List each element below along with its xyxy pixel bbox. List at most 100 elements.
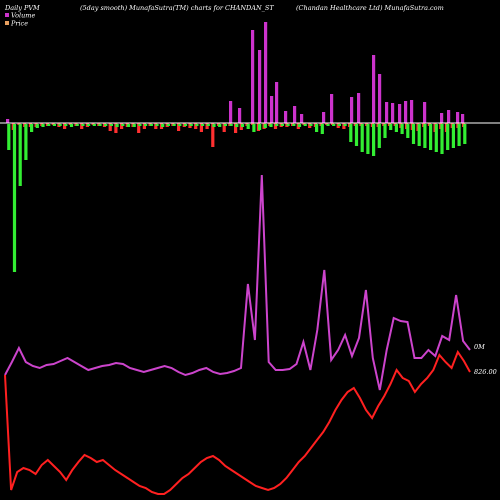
volume-bar: [41, 124, 45, 127]
volume-spike-bar: [423, 102, 427, 123]
volume-bar: [126, 124, 131, 127]
volume-bar: [332, 124, 336, 126]
legend-volume-label: Volume: [11, 12, 35, 20]
price-bar: [6, 119, 10, 123]
volume-bar: [229, 124, 233, 126]
volume-bar: [81, 124, 85, 126]
volume-bar: [178, 124, 182, 126]
header-left: Daily PVM: [4, 4, 40, 12]
volume-bar: [320, 124, 324, 134]
volume-bar: [383, 124, 387, 138]
volume-bar: [161, 124, 165, 127]
volume-bar: [195, 124, 199, 126]
volume-bar: [24, 124, 28, 160]
volume-spike-bar: [251, 30, 255, 123]
volume-bar: [104, 124, 108, 126]
volume-spike-bar: [461, 114, 465, 123]
volume-bar: [297, 124, 302, 127]
volume-bar: [337, 124, 341, 126]
volume-bar: [109, 124, 113, 126]
volume-bar: [240, 124, 245, 127]
volume-bar: [434, 124, 438, 152]
volume-spike-bar: [456, 112, 460, 123]
volume-bar: [286, 124, 290, 126]
price-bar: [211, 123, 215, 147]
volume-spike-bar: [293, 106, 297, 123]
volume-spike-bar: [270, 96, 274, 123]
volume-bar: [189, 124, 193, 126]
volume-bar: [144, 124, 148, 126]
volume-bar: [138, 124, 142, 126]
volume-bar: [394, 124, 398, 132]
price-bar: [177, 123, 181, 131]
volume-bar: [372, 124, 376, 156]
volume-spike-bar: [385, 102, 389, 123]
volume-bar: [377, 124, 381, 148]
volume-bar: [263, 124, 267, 128]
volume-bar: [406, 124, 410, 138]
volume-bar: [58, 124, 62, 126]
volume-bar: [132, 124, 136, 127]
volume-spike-bar: [284, 111, 288, 123]
volume-bar: [98, 124, 102, 126]
volume-bar: [12, 124, 17, 272]
volume-spike-bar: [404, 101, 408, 123]
volume-spike-bar: [258, 50, 262, 123]
volume-bar: [92, 124, 96, 126]
volume-bar: [417, 124, 421, 146]
volume-spike-bar: [398, 104, 402, 123]
price-bar: [234, 123, 238, 133]
volume-bar: [451, 124, 455, 148]
volume-bar: [423, 124, 427, 148]
volume-bar: [440, 124, 444, 154]
volume-spike-bar: [322, 112, 326, 123]
volume-bar: [166, 124, 170, 126]
header-right: (Chandan Healthcare Ltd) MunafaSutra.com: [296, 4, 444, 12]
volume-bar: [69, 124, 74, 127]
volume-spike-bar: [357, 93, 361, 123]
volume-bar: [457, 124, 461, 146]
volume-spike-bar: [391, 103, 395, 123]
volume-bar: [75, 124, 79, 126]
bars-group: [6, 22, 467, 272]
volume-bar: [206, 124, 210, 126]
volume-spike-bar: [350, 97, 354, 123]
price-series-line: [4, 349, 471, 495]
volume-spike-bar: [440, 113, 444, 123]
volume-bar: [115, 124, 119, 127]
volume-bar: [280, 124, 284, 126]
volume-bar: [87, 124, 91, 126]
volume-spike-bar: [378, 74, 382, 123]
volume-bar: [7, 124, 11, 150]
volume-bar: [155, 124, 159, 126]
volume-bar: [366, 124, 370, 154]
legend-price-swatch: [5, 21, 9, 25]
volume-bar: [201, 124, 205, 126]
volume-bar: [64, 124, 68, 126]
volume-bar: [349, 124, 353, 142]
volume-bar: [258, 124, 262, 130]
price-bar: [199, 123, 203, 132]
volume-bar: [149, 124, 153, 126]
volume-bar: [52, 124, 56, 126]
price-bar: [137, 123, 141, 133]
volume-spike-bar: [330, 94, 334, 123]
volume-bar: [18, 124, 22, 186]
price-bar: [222, 123, 226, 132]
volume-spike-bar: [229, 101, 233, 123]
volume-spike-bar: [410, 100, 414, 123]
volume-bar: [47, 124, 51, 126]
volume-bar: [218, 124, 222, 127]
volume-bar: [343, 124, 347, 126]
volume-bar: [411, 124, 416, 144]
legend-volume-swatch: [5, 13, 9, 17]
header-center: (5day smooth) MunafaSutra(TM) charts for…: [80, 4, 274, 12]
volume-bar: [223, 124, 227, 126]
volume-bar: [360, 124, 364, 152]
legend-price-label: Price: [10, 20, 28, 28]
price-bar: [114, 123, 118, 133]
volume-spike-bar: [275, 82, 279, 123]
volume-bar: [354, 124, 359, 146]
